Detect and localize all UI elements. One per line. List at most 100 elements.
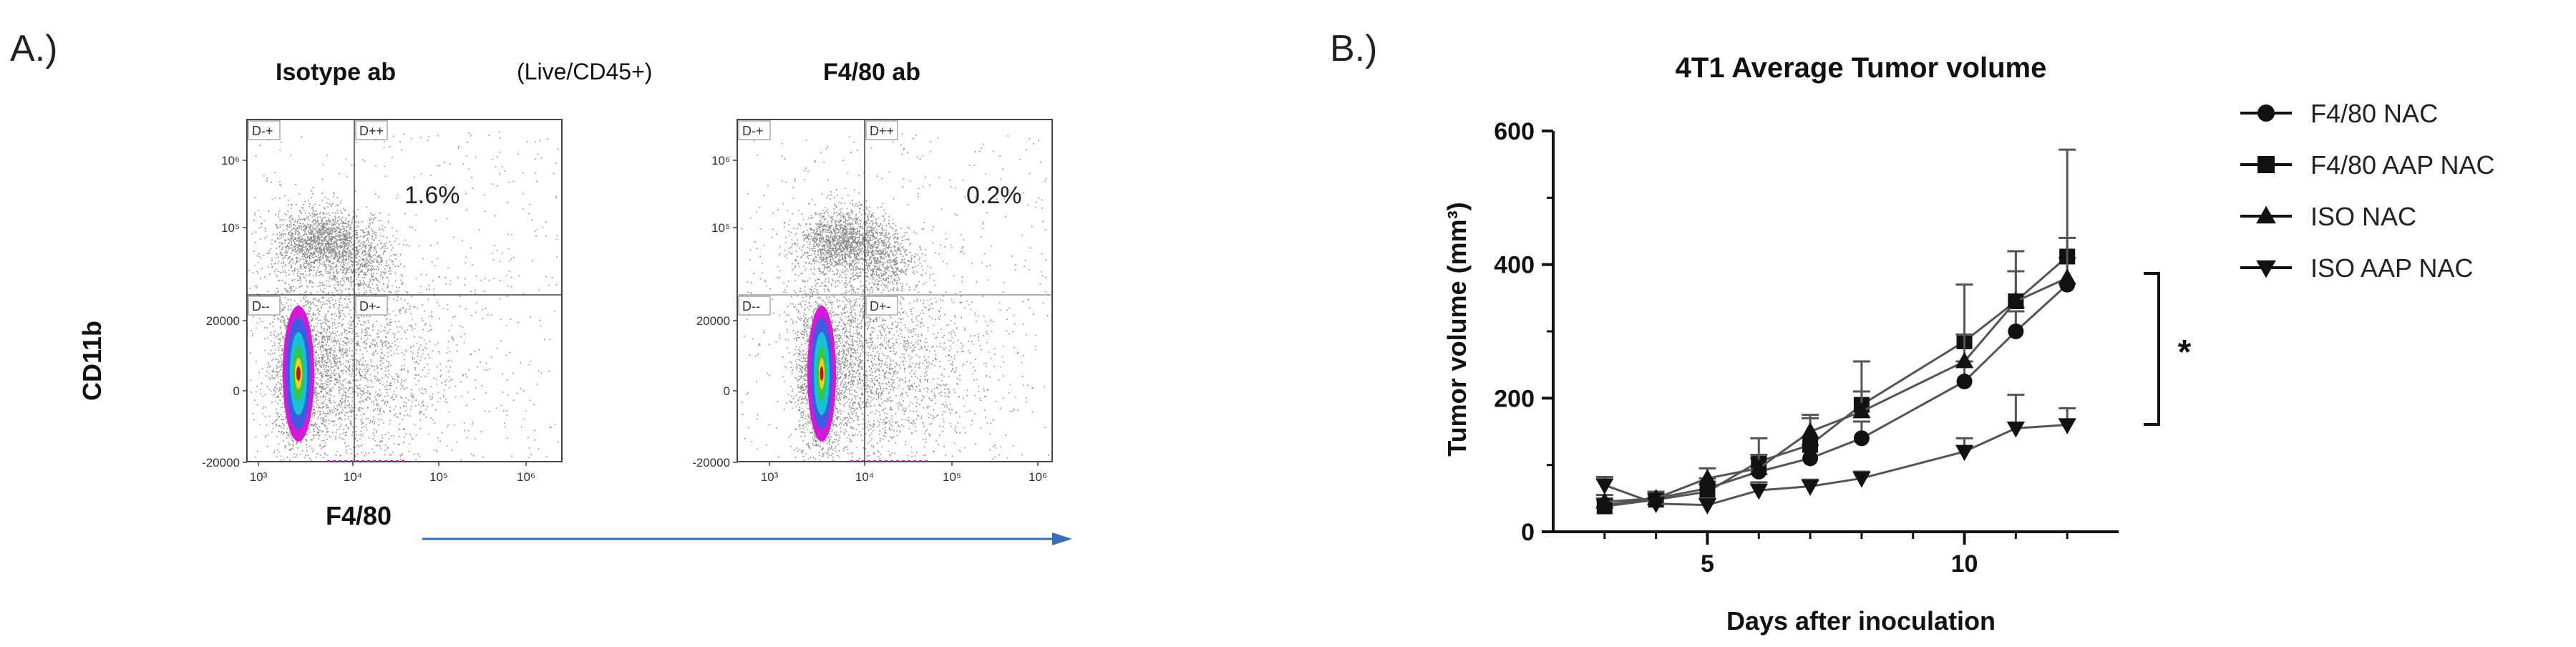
gate-label: D-- bbox=[252, 299, 270, 313]
flow-plot-1: D-+ D++ D-- D+- 1.6% 10⁶ 10⁵ 20000 0 -20000 10³ 1… bbox=[161, 116, 569, 488]
flow-plot-2-percent: 0.2% bbox=[966, 182, 1022, 209]
legend-item: F4/80 NAC bbox=[2240, 99, 2438, 128]
flow-plot-2-gate-labels: D-+ D++ D-- D+- bbox=[738, 120, 898, 316]
y-tick-label: 0 bbox=[1521, 519, 1535, 546]
flow-x-tick: 10⁴ bbox=[344, 470, 362, 484]
y-tick-label: 400 bbox=[1494, 252, 1535, 279]
tumor-volume-chart: 4T1 Average Tumor volume Tumor volume (m… bbox=[1442, 52, 2494, 636]
legend-marker bbox=[2256, 260, 2276, 278]
legend-item: ISO AAP NAC bbox=[2240, 253, 2473, 283]
legend-label: ISO AAP NAC bbox=[2310, 253, 2473, 283]
data-point bbox=[1955, 444, 1974, 462]
significance-bracket: * bbox=[2144, 272, 2192, 426]
flow-y-tick: 0 bbox=[724, 384, 730, 398]
chart-series bbox=[1595, 148, 2076, 515]
data-point bbox=[1595, 478, 1614, 495]
series-circle bbox=[1595, 256, 2076, 513]
gate-label: D-+ bbox=[252, 124, 273, 138]
legend-label: ISO NAC bbox=[2310, 202, 2416, 231]
data-point bbox=[2006, 291, 2026, 308]
x-tick-label: 5 bbox=[1701, 550, 1714, 578]
flow-x-tick: 10⁵ bbox=[943, 470, 961, 484]
flow-plot-2-density-core bbox=[807, 306, 836, 442]
series-line bbox=[1604, 256, 2069, 508]
x-axis-title: Days after inoculation bbox=[1726, 606, 1996, 636]
panel-a-label: A.) bbox=[10, 28, 58, 69]
data-point bbox=[2006, 421, 2026, 438]
y-tick-label: 600 bbox=[1494, 118, 1535, 145]
flow-y-tick: -20000 bbox=[692, 456, 730, 470]
series-triangle-down bbox=[1595, 394, 2076, 515]
gate-label: D++ bbox=[870, 124, 894, 138]
data-point bbox=[1801, 422, 1819, 439]
series-line bbox=[1604, 276, 2068, 503]
gate-label: D++ bbox=[359, 124, 384, 138]
legend-label: F4/80 NAC bbox=[2310, 99, 2438, 128]
series-line bbox=[1604, 283, 2069, 507]
data-point bbox=[2058, 268, 2076, 285]
flow-plot-1-svg: D-+ D++ D-- D+- 1.6% 10⁶ 10⁵ 20000 0 -20000 10³ 1… bbox=[202, 119, 563, 484]
data-point bbox=[1699, 484, 1716, 500]
panel-a-x-axis-title: F4/80 bbox=[326, 501, 392, 530]
legend-item: ISO NAC bbox=[2240, 202, 2416, 231]
flow-x-tick: 10⁵ bbox=[429, 470, 448, 484]
gate-label: D-+ bbox=[742, 124, 764, 138]
flow-plot-1-title: Isotype ab bbox=[276, 59, 397, 86]
data-point bbox=[1955, 351, 1974, 369]
error-bar bbox=[1955, 283, 1973, 341]
flow-plot-1-percent: 1.6% bbox=[404, 182, 460, 209]
data-point bbox=[1802, 437, 1819, 453]
flow-plot-2-title: F4/80 ab bbox=[823, 59, 921, 86]
chart-title: 4T1 Average Tumor volume bbox=[1676, 52, 2047, 84]
flow-y-tick: 10⁶ bbox=[711, 154, 730, 167]
legend-marker bbox=[2257, 104, 2275, 122]
flow-plot-2-frame bbox=[737, 119, 1053, 462]
data-point bbox=[1698, 498, 1717, 515]
data-point bbox=[2058, 418, 2076, 434]
flow-y-tick: 0 bbox=[233, 384, 240, 398]
data-point bbox=[1646, 497, 1666, 513]
data-point bbox=[2008, 324, 2024, 339]
data-point bbox=[1852, 402, 1871, 419]
flow-y-tick: 20000 bbox=[696, 314, 730, 328]
flow-x-tick: 10³ bbox=[250, 470, 268, 484]
data-point bbox=[1749, 459, 1768, 475]
chart-legend: F4/80 NAC F4/80 AAP NAC ISO NAC ISO AAP NAC bbox=[2240, 99, 2494, 283]
flow-plot-1-ticks: 10⁶ 10⁵ 20000 0 -20000 10³ 10⁴ 10⁵ 10⁶ bbox=[202, 154, 535, 484]
panel-a-y-axis-title: CD11b bbox=[77, 320, 107, 401]
data-point bbox=[1853, 430, 1870, 447]
series-line bbox=[1604, 424, 2068, 507]
data-point bbox=[1852, 471, 1871, 488]
flow-y-tick: 10⁵ bbox=[711, 221, 730, 235]
legend-item: F4/80 AAP NAC bbox=[2240, 150, 2494, 180]
data-point bbox=[1956, 374, 1973, 389]
flow-y-tick: 10⁵ bbox=[221, 221, 240, 235]
data-point bbox=[1802, 450, 1819, 467]
y-axis-title: Tumor volume (mm³) bbox=[1442, 202, 1472, 456]
gate-label: D+- bbox=[359, 299, 381, 313]
data-point bbox=[1801, 480, 1819, 496]
series-square bbox=[1595, 148, 2076, 515]
flow-plot-1-events bbox=[248, 131, 559, 462]
legend-marker bbox=[2256, 205, 2276, 224]
flow-plot-1-density-core bbox=[283, 306, 314, 442]
legend-label: F4/80 AAP NAC bbox=[2310, 150, 2494, 180]
flow-y-tick: -20000 bbox=[202, 456, 240, 470]
data-point bbox=[1749, 483, 1768, 500]
panel-a-subtitle: (Live/CD45+) bbox=[517, 59, 653, 84]
flow-x-tick: 10⁶ bbox=[1029, 470, 1047, 484]
gate-label: D+- bbox=[870, 299, 891, 313]
flow-plot-2-ticks: 10⁶ 10⁵ 20000 0 -20000 10³ 10⁴ 10⁵ 10⁶ bbox=[692, 154, 1047, 484]
flow-y-tick: 20000 bbox=[206, 314, 240, 328]
data-point bbox=[1698, 469, 1717, 485]
y-tick-label: 200 bbox=[1494, 385, 1535, 412]
flow-x-tick: 10⁶ bbox=[517, 470, 535, 484]
series-triangle-up bbox=[1595, 236, 2076, 509]
flow-plot-2: D-+ D++ D-- D+- 0.2% 10⁶ 10⁵ 20000 0 -20000 10³ 1… bbox=[651, 116, 1059, 488]
flow-plot-1-gate-labels: D-+ D++ D-- D+- bbox=[248, 120, 388, 316]
x-tick-label: 10 bbox=[1951, 550, 1978, 578]
legend-marker bbox=[2257, 156, 2275, 173]
flow-x-tick: 10⁴ bbox=[855, 470, 874, 484]
gate-label: D-- bbox=[742, 299, 760, 313]
